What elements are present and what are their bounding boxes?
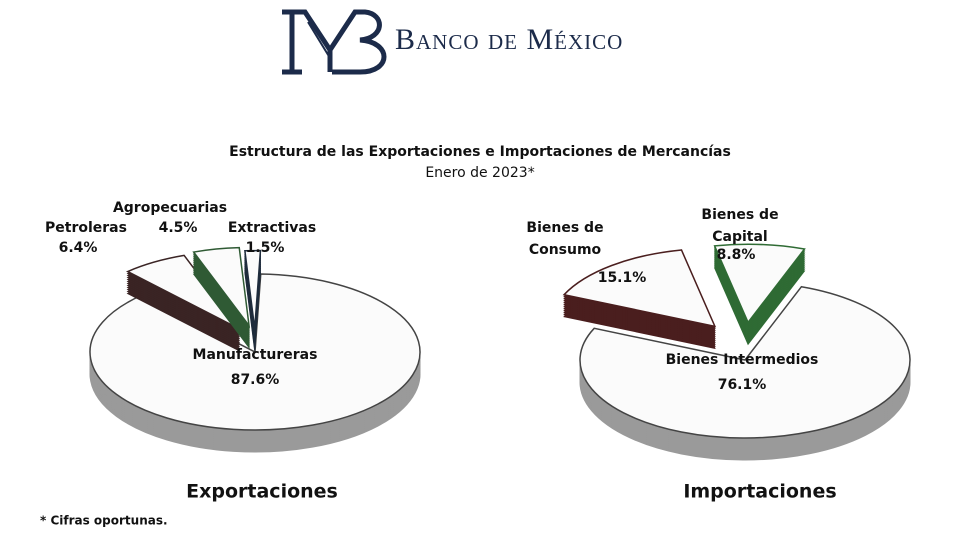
- logo-monogram: [282, 9, 387, 75]
- slice-label: Bienes Intermedios: [666, 352, 819, 368]
- slice-label: Agropecuarias: [113, 200, 227, 216]
- value-label: 87.6%: [231, 372, 280, 388]
- slice-label: Manufactureras: [193, 347, 318, 363]
- label-line: Consumo: [529, 242, 602, 258]
- slice-group: [244, 249, 262, 351]
- slice: [125, 254, 241, 330]
- slice-label: Extractivas: [228, 220, 316, 236]
- value-label: 76.1%: [718, 377, 767, 393]
- chart-title: Estructura de las Exportaciones e Import…: [229, 144, 731, 160]
- slice: [562, 249, 717, 328]
- logo-text: Banco de México: [395, 23, 623, 56]
- slice-group: [125, 254, 241, 352]
- slice: [244, 249, 262, 329]
- pie-title: Exportaciones: [186, 481, 338, 503]
- value-label: 6.4%: [59, 240, 98, 256]
- slice-label: Bienes de Consumo: [526, 220, 603, 258]
- slice-label: Petroleras: [45, 220, 127, 236]
- pie-title: Importaciones: [683, 481, 836, 503]
- slice-group: [192, 246, 251, 350]
- label-line: Capital: [712, 229, 767, 245]
- slice: [713, 243, 806, 324]
- chart-subtitle: Enero de 2023*: [425, 165, 534, 181]
- slice: [579, 285, 911, 439]
- label-line: Bienes de: [701, 207, 778, 223]
- value-label: 8.8%: [717, 247, 756, 263]
- footnote: * Cifras oportunas.: [40, 514, 168, 528]
- value-label: 15.1%: [598, 270, 647, 286]
- label-line: Bienes de: [526, 220, 603, 236]
- value-label: 4.5%: [159, 220, 198, 236]
- slice-group: [713, 243, 806, 346]
- value-label: 1.5%: [246, 240, 285, 256]
- slice-group: [579, 285, 911, 461]
- slice: [192, 246, 251, 329]
- slice-group: [562, 249, 717, 350]
- slice-label: Bienes de Capital: [701, 207, 778, 245]
